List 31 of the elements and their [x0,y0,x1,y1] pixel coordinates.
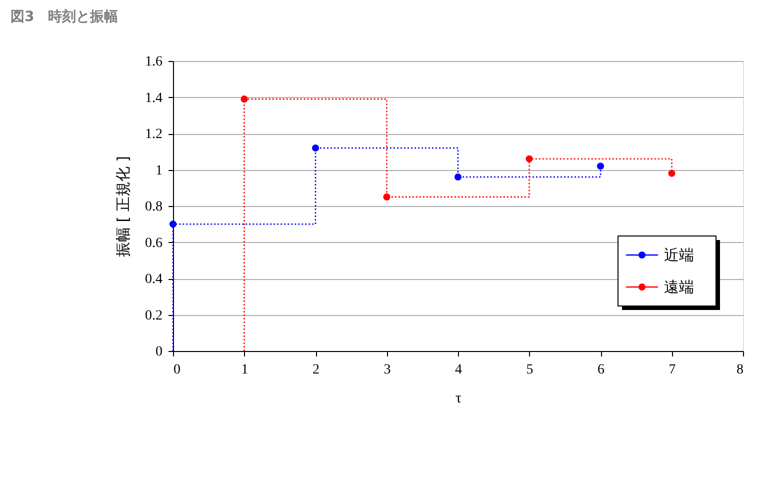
y-axis-title: 振幅 [ 正規化 ] [114,156,132,258]
y-tick-label: 0.4 [145,272,162,287]
x-tick-label: 3 [384,362,391,378]
y-tick-label: 0.6 [145,236,162,251]
point [383,193,390,200]
point [526,155,533,162]
point [240,96,248,103]
y-tick-label: 1 [156,163,162,178]
x-tick-label: 6 [598,362,604,378]
y-tick-label: 1.4 [145,90,162,106]
x-tick-label: 4 [455,362,462,378]
x-tick-label: 8 [736,362,744,378]
legend-label: 遠端 [664,278,694,296]
y-tick-label: 0.2 [145,308,162,324]
x-tick-label: 5 [526,362,534,378]
y-tick-label: 1.6 [145,54,162,70]
y-tick-label: 0 [156,344,162,360]
x-tick-label: 7 [668,362,676,378]
point [596,162,604,170]
point [454,173,462,181]
point [169,220,177,228]
x-tick-label: 2 [312,362,320,378]
x-tick-label: 0 [174,362,180,378]
y-tick-label: 0.8 [145,200,162,214]
chart-title: 図3 時刻と振幅 [10,8,118,25]
point [312,144,320,152]
x-tick-label: 1 [241,362,248,378]
legend-label: 近端 [664,246,694,264]
y-tick-label: 1.2 [145,127,162,142]
point [668,170,676,177]
x-axis-title: τ [455,390,462,406]
